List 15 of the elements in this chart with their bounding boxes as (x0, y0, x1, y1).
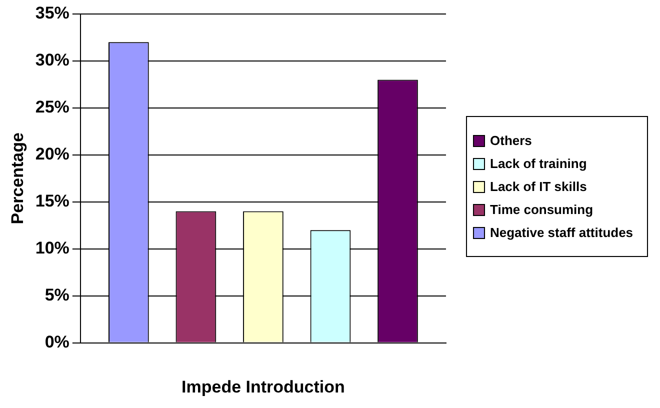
legend-label: Time consuming (490, 202, 594, 217)
legend-label: Negative staff attitudes (490, 225, 634, 240)
y-tick-label: 20% (35, 144, 70, 164)
y-tick-label: 0% (44, 332, 70, 352)
y-tick-label: 10% (35, 238, 70, 258)
y-tick-label: 25% (35, 98, 70, 117)
legend-label: Lack of IT skills (490, 179, 587, 194)
y-tick-label: 15% (35, 192, 70, 211)
y-tick-label: 5% (44, 286, 70, 305)
x-axis-title: Impede Introduction (182, 377, 345, 396)
y-tick-label: 35% (35, 4, 70, 23)
y-axis-title: Percentage (8, 132, 27, 224)
legend-label: Lack of training (490, 156, 587, 171)
legend-label: Others (490, 133, 532, 148)
y-tick-label: 30% (35, 50, 70, 70)
